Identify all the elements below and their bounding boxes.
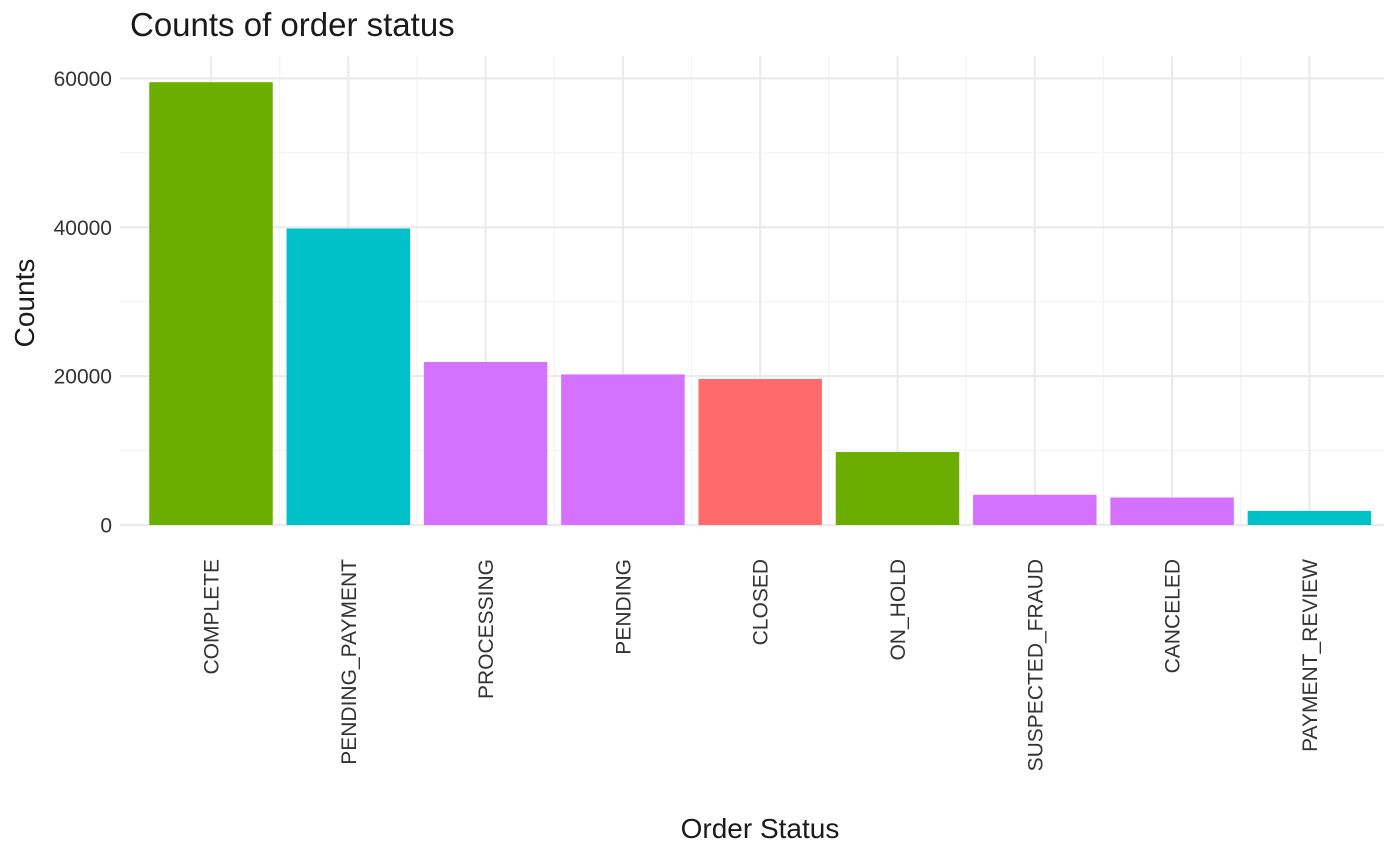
y-tick-label: 40000: [54, 217, 112, 240]
bar-payment-review: [1247, 510, 1372, 525]
bar-layer: [149, 82, 1372, 525]
bar-pending-payment: [286, 228, 411, 525]
y-tick-label: 0: [100, 515, 112, 538]
x-tick-label: PAYMENT_REVIEW: [1299, 559, 1322, 752]
x-tick-label: PROCESSING: [475, 559, 498, 699]
y-tick-label: 60000: [54, 68, 112, 91]
bar-suspected-fraud: [973, 494, 1097, 525]
bar-processing: [423, 361, 548, 525]
chart-title: Counts of order status: [130, 6, 455, 43]
bar-complete: [149, 82, 273, 525]
x-tick-label: ON_HOLD: [887, 559, 910, 661]
bar-closed: [698, 378, 822, 525]
y-axis-ticks: 0 20000 40000 60000: [54, 68, 112, 538]
x-tick-label: SUSPECTED_FRAUD: [1024, 559, 1047, 771]
x-axis-category-labels: COMPLETE PENDING_PAYMENT PROCESSING PENDING…: [201, 559, 1322, 772]
bar-canceled: [1110, 497, 1234, 525]
y-axis-title: Counts: [9, 259, 40, 348]
x-tick-label: COMPLETE: [201, 559, 224, 675]
x-tick-label: CANCELED: [1162, 559, 1185, 673]
x-tick-label: PENDING: [612, 559, 635, 655]
x-axis-title: Order Status: [681, 813, 840, 844]
x-tick-label: PENDING_PAYMENT: [338, 559, 361, 765]
x-tick-label: CLOSED: [750, 559, 773, 645]
bar-pending: [561, 374, 685, 525]
bar-on-hold: [835, 452, 960, 525]
y-tick-label: 20000: [54, 366, 112, 389]
